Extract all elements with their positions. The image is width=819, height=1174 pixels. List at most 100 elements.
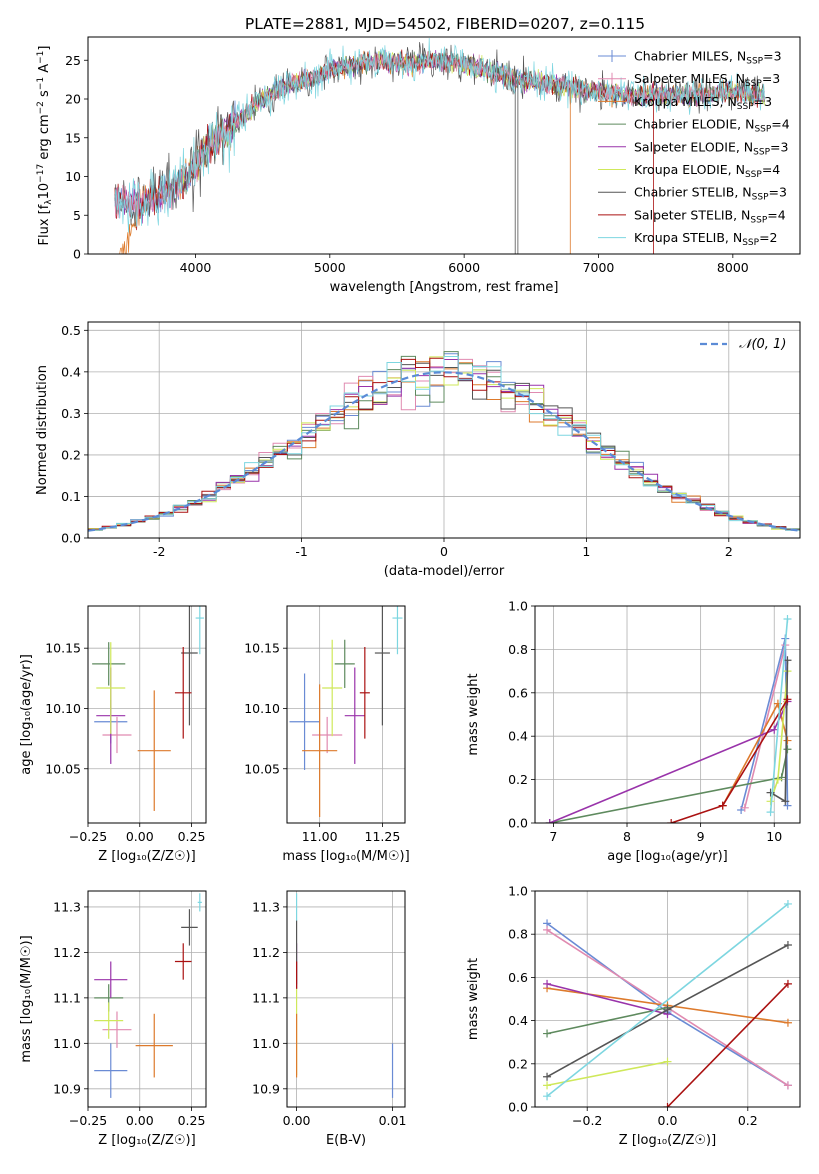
x-axis-label: age [log₁₀(age/yr)]	[607, 849, 728, 864]
plot-frame	[286, 890, 406, 1108]
weight-point	[545, 819, 554, 823]
age-massweight-plot: 7 8 9 10 0.0 0.2 0.4 0.6 0.8 1.0 age [log₁₀(age/yr…	[466, 599, 801, 864]
y-tick-label: 11.3	[53, 899, 81, 914]
legend-label-subscript: SSP	[754, 125, 771, 135]
y-tick-label: 0.8	[508, 642, 528, 657]
weight-point	[783, 979, 792, 988]
y-tick-label: 0.3	[61, 406, 81, 421]
y-tick-label: 11.3	[252, 899, 280, 914]
legend-label-subscript: SSP	[752, 193, 769, 203]
legend-label: 𝒩(0, 1)	[739, 337, 786, 352]
y-tick-label: 11.0	[252, 1036, 280, 1051]
spectrum-plot: 4000 5000 6000 7000 8000 0 5 10 15 20 25 wavelength…	[36, 36, 801, 295]
x-tick-label: -2	[153, 544, 165, 559]
figure-title: PLATE=2881, MJD=54502, FIBERID=0207, z=0…	[245, 15, 645, 33]
plot-frame	[87, 890, 207, 1108]
legend-label-name: Salpeter STELIB, N	[634, 207, 750, 222]
legend-label-subscript: SSP	[745, 170, 762, 180]
weight-series-line	[549, 749, 789, 823]
x-tick-label: 2	[725, 544, 733, 559]
legend-label: Chabrier MILES, NSSP=3	[634, 49, 782, 67]
weight-point	[663, 1103, 672, 1107]
y-axis-label: mass [log₁₀(M/M☉)]	[19, 935, 34, 1062]
weight-point	[718, 801, 727, 810]
weight-point	[783, 1081, 792, 1090]
weight-point	[783, 899, 792, 908]
legend-label: Kroupa ELODIE, NSSP=4	[634, 162, 780, 180]
legend-label-subscript: SSP	[746, 57, 763, 67]
legend-label: Kroupa STELIB, NSSP=2	[634, 230, 778, 248]
residuals-histogram: -2 -1 0 1 2 0.0 0.1 0.2 0.3 0.4 0.5 (data-model)/er…	[35, 321, 801, 579]
legend-label-value: =4	[767, 207, 785, 222]
x-tick-label: 9	[697, 829, 705, 844]
legend-label-name: Kroupa MILES, N	[634, 94, 737, 109]
weight-point	[783, 656, 792, 665]
y-tick-label: 0.2	[508, 1056, 528, 1071]
x-tick-label: 0.00	[126, 829, 154, 844]
x-axis-label: (data-model)/error	[384, 564, 505, 579]
legend-label-value: =3	[762, 71, 780, 86]
legend-label: Salpeter STELIB, NSSP=4	[634, 207, 786, 225]
y-tick-label: 20	[65, 92, 81, 107]
y-tick-label: 0.2	[508, 772, 528, 787]
x-tick-label: 0.01	[379, 1113, 407, 1128]
plot-frame	[87, 321, 801, 539]
weight-point	[663, 1005, 672, 1014]
weight-point	[543, 1092, 552, 1101]
y-tick-label: 10.10	[244, 701, 280, 716]
weight-series-line	[666, 983, 789, 1107]
weight-point	[773, 775, 782, 784]
y-axis-label: age [log₁₀(age/yr)]	[19, 654, 34, 775]
legend-label-name: Chabrier STELIB, N	[634, 185, 752, 200]
y-axis-label-part: −1	[36, 77, 46, 90]
plot-frame	[87, 605, 207, 824]
legend-label: Kroupa MILES, NSSP=3	[634, 94, 772, 112]
y-tick-label: 11.1	[53, 990, 81, 1005]
weight-series-line	[546, 1006, 668, 1035]
weight-series-line	[546, 903, 789, 1097]
x-axis-label: Z [log₁₀(Z/Z☉)]	[98, 1133, 195, 1148]
x-tick-label: 0	[440, 544, 448, 559]
legend-label-value: =3	[754, 94, 772, 109]
weight-point	[766, 788, 775, 797]
weight-point	[543, 1081, 552, 1090]
y-tick-label: 11.2	[53, 945, 81, 960]
y-tick-label: 0.6	[508, 685, 528, 700]
x-tick-label: 4000	[180, 260, 212, 275]
x-tick-label: 6000	[448, 260, 480, 275]
weight-point	[543, 925, 552, 934]
y-tick-label: 10.05	[244, 761, 280, 776]
x-tick-label: 0.00	[283, 1113, 311, 1128]
weight-point	[783, 801, 792, 810]
y-tick-label: 11.1	[252, 990, 280, 1005]
x-tick-label: 1	[582, 544, 590, 559]
weight-point	[783, 745, 792, 754]
y-tick-label: 10.05	[45, 761, 81, 776]
y-axis-label: Flux [fλ10−17 erg cm−2 s−1 A−1]	[36, 46, 54, 246]
y-tick-label: 10.9	[53, 1081, 81, 1096]
weight-series-line	[549, 701, 789, 823]
legend-label: Chabrier ELODIE, NSSP=4	[634, 117, 790, 135]
weight-point	[783, 736, 792, 745]
legend-label: Salpeter MILES, NSSP=3	[634, 71, 780, 89]
x-tick-label: 0.00	[126, 1113, 154, 1128]
y-tick-label: 0.0	[61, 531, 81, 546]
x-tick-label: −0.25	[69, 829, 107, 844]
y-tick-label: 10.10	[45, 701, 81, 716]
weight-point	[543, 979, 552, 988]
x-tick-label: -1	[295, 544, 307, 559]
weight-series-line	[769, 618, 789, 813]
x-tick-label: 11.00	[302, 829, 338, 844]
x-tick-label: 10	[766, 829, 782, 844]
y-axis-label: mass weight	[466, 958, 481, 1040]
weight-point	[781, 797, 790, 806]
y-tick-label: 0.4	[508, 1013, 528, 1028]
y-tick-label: 1.0	[508, 884, 528, 899]
y-axis-label: mass weight	[466, 673, 481, 755]
legend-label: Salpeter ELODIE, NSSP=3	[634, 139, 788, 157]
weight-point	[783, 615, 792, 624]
weight-point	[737, 805, 746, 814]
x-tick-label: 7000	[583, 260, 615, 275]
x-axis-label: E(B-V)	[326, 1133, 366, 1148]
y-tick-label: 0.0	[508, 816, 528, 831]
